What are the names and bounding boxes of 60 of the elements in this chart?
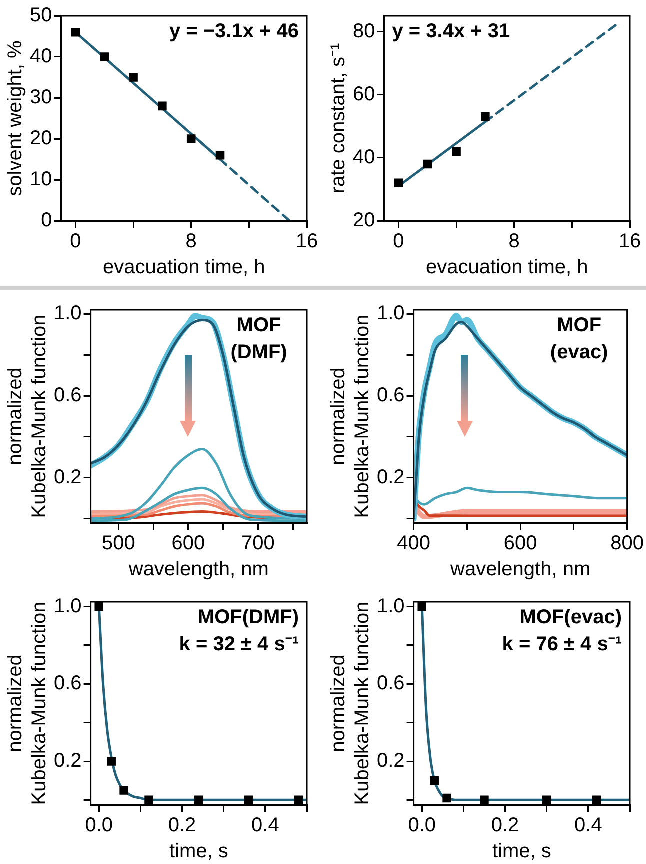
y-tick-label: 0.6 xyxy=(54,384,82,407)
x-tick-label: 0.2 xyxy=(168,814,196,837)
annotation: y = −3.1x + 46 xyxy=(169,20,299,43)
x-axis-title: evacuation time, h xyxy=(102,256,266,279)
annotation: k = 32 ± 4 s⁻¹ xyxy=(179,634,300,656)
x-tick-label: 16 xyxy=(618,230,642,253)
y-axis-title: normalized Kubelka-Munk function xyxy=(328,602,374,806)
x-tick-label: 600 xyxy=(504,532,538,555)
x-tick-label: 0.2 xyxy=(491,814,520,837)
y-axis-title: rate constant, s⁻¹ xyxy=(328,42,350,194)
y-tick-label: 50 xyxy=(30,4,52,27)
y-axis-title: normalized Kubelka-Munk function xyxy=(4,602,51,806)
x-tick-label: 800 xyxy=(610,532,644,555)
y-tick-label: 0.6 xyxy=(54,672,82,695)
y-tick-label: 0.6 xyxy=(376,384,405,407)
x-tick-label: 8 xyxy=(186,230,197,253)
x-tick-label: 8 xyxy=(508,230,520,253)
y-tick-label: 30 xyxy=(30,86,52,109)
y-tick-label: 0.2 xyxy=(54,750,82,772)
y-tick-label: 0.2 xyxy=(376,750,405,772)
y-tick-label: 60 xyxy=(352,83,376,106)
y-tick-label: 0 xyxy=(41,210,52,232)
x-axis-title: wavelength, nm xyxy=(450,558,591,581)
x-tick-label: 0.0 xyxy=(85,814,114,837)
annotation: k = 76 ± 4 s⁻¹ xyxy=(502,634,622,656)
y-tick-label: 10 xyxy=(30,168,52,191)
y-tick-label: 40 xyxy=(352,146,376,168)
x-tick-label: 0.4 xyxy=(574,814,602,837)
annotation: MOF(evac) xyxy=(520,606,622,629)
x-tick-label: 700 xyxy=(241,532,275,555)
y-tick-label: 40 xyxy=(30,46,52,68)
y-tick-label: 1.0 xyxy=(376,595,405,618)
y-tick-label: 20 xyxy=(352,210,376,232)
y-tick-label: 1.0 xyxy=(54,302,82,325)
annotation: MOF xyxy=(557,314,602,337)
x-axis-title: time, s xyxy=(169,840,228,863)
y-tick-label: 20 xyxy=(30,128,52,150)
x-tick-label: 400 xyxy=(397,532,430,555)
x-axis-title: time, s xyxy=(492,840,552,863)
y-tick-label: 1.0 xyxy=(376,302,405,325)
annotation: y = 3.4x + 31 xyxy=(392,20,510,43)
y-tick-label: 1.0 xyxy=(54,595,82,618)
x-tick-label: 0.0 xyxy=(408,814,436,837)
y-tick-label: 0.6 xyxy=(376,672,405,695)
y-tick-label: 0.2 xyxy=(376,466,405,488)
x-tick-label: 0.4 xyxy=(252,814,280,837)
y-axis-title: normalized Kubelka-Munk function xyxy=(328,314,374,518)
x-tick-label: 500 xyxy=(102,532,136,555)
y-axis-title: solvent weight, % xyxy=(4,40,27,196)
annotation: MOF(DMF) xyxy=(198,606,299,629)
x-axis-title: wavelength, nm xyxy=(128,558,269,581)
y-tick-label: 80 xyxy=(352,20,376,42)
annotation: (DMF) xyxy=(230,342,288,364)
x-tick-label: 16 xyxy=(296,230,318,253)
annotation: MOF xyxy=(236,314,282,337)
y-axis-title: normalized Kubelka-Munk function xyxy=(4,314,51,518)
x-axis-title: evacuation time, h xyxy=(426,256,588,279)
annotation: (evac) xyxy=(550,342,608,364)
y-tick-label: 0.2 xyxy=(54,466,82,488)
x-tick-label: 600 xyxy=(172,532,206,555)
